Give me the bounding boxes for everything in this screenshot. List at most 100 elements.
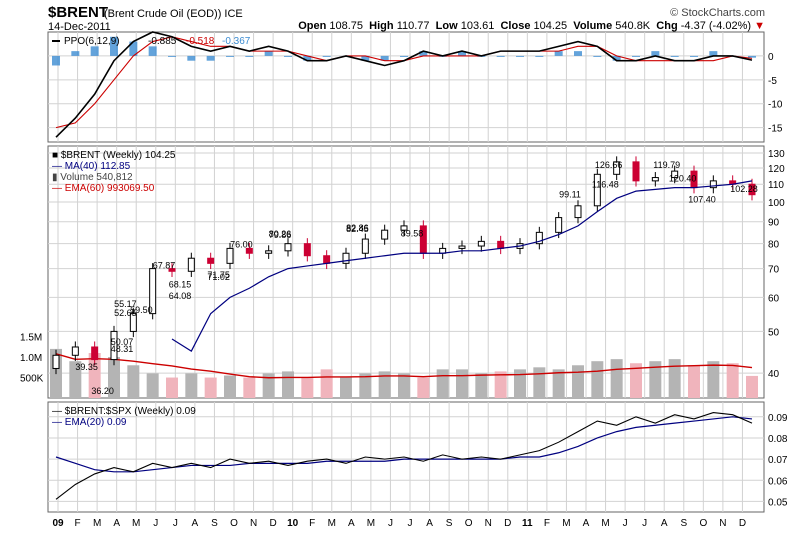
candle-body xyxy=(477,240,485,247)
ratio-tick-label: 0.06 xyxy=(768,476,788,487)
volume-bar xyxy=(417,377,430,398)
ppo-histogram-bar xyxy=(709,51,718,56)
price-tick-label: 100 xyxy=(768,198,785,209)
volume-bar xyxy=(301,377,314,398)
volume-value: 540.8K xyxy=(615,20,651,32)
ppo-histogram-bar xyxy=(593,55,602,57)
month-tick-label: D xyxy=(739,518,746,529)
candle-body xyxy=(149,268,157,315)
volume-tick-label: 500K xyxy=(20,374,44,385)
volume-bar xyxy=(359,373,372,398)
month-tick-label: J xyxy=(388,518,393,529)
candle-body xyxy=(574,205,582,219)
candle-body xyxy=(187,257,195,272)
volume-bar xyxy=(398,373,410,398)
price-tick-label: 120 xyxy=(768,164,785,175)
volume-bar xyxy=(533,367,546,398)
open-label: Open xyxy=(298,20,327,32)
price-annotation-label: 80.26 xyxy=(269,229,292,239)
ma40-legend: — MA(40) 112.85 xyxy=(52,161,131,172)
volume-bar xyxy=(436,369,449,398)
month-tick-label: A xyxy=(661,518,668,529)
month-tick-label: J xyxy=(642,518,647,529)
ppo-histogram-bar xyxy=(226,55,234,57)
candle-body xyxy=(323,255,331,264)
price-tick-label: 50 xyxy=(768,327,780,338)
candle-body xyxy=(458,245,466,249)
ppo-hist-legend-value: -0.367 xyxy=(222,36,251,47)
price-annotation-label: 64.08 xyxy=(169,291,192,301)
candle-body xyxy=(71,346,79,356)
volume-bar xyxy=(688,365,700,398)
candle-body xyxy=(168,268,176,272)
month-tick-label: D xyxy=(269,518,276,529)
ppo-histogram-bar xyxy=(748,55,756,58)
price-annotation-label: 52.65 xyxy=(114,308,137,318)
price-annotation-label: 68.15 xyxy=(169,280,192,290)
ppo-histogram-bar xyxy=(651,51,660,56)
ratio-tick-label: 0.08 xyxy=(768,434,788,445)
ppo-histogram-bar xyxy=(303,55,312,61)
month-tick-label: J xyxy=(408,518,413,529)
candle-body xyxy=(265,250,273,254)
close-value: 104.25 xyxy=(533,20,568,32)
ticker-symbol: $BRENT xyxy=(48,4,109,21)
candle-body xyxy=(303,243,311,257)
ratio-ema-line xyxy=(55,416,753,473)
candle-body xyxy=(593,173,601,207)
ma40-line xyxy=(171,180,753,352)
ppo-histogram-bar xyxy=(574,51,582,56)
candle-body xyxy=(342,252,350,264)
low-label: Low xyxy=(435,20,458,32)
ratio-ema-legend: — EMA(20) 0.09 xyxy=(52,417,127,428)
price-annotation-label: 67.87 xyxy=(153,260,176,270)
ratio-tick-label: 0.09 xyxy=(768,413,788,424)
volume-bar xyxy=(320,369,333,398)
chg-label: Chg xyxy=(656,20,678,32)
volume-bar xyxy=(108,357,120,398)
high-label: High xyxy=(369,20,394,32)
volume-bar xyxy=(630,363,642,398)
volume-bar xyxy=(668,359,681,398)
month-tick-label: M xyxy=(601,518,609,529)
month-tick-label: J xyxy=(173,518,178,529)
ppo-histogram-bar xyxy=(690,55,698,57)
month-tick-label: A xyxy=(113,518,120,529)
ppo-histogram-bar xyxy=(284,55,292,57)
price-annotation-label: 89.58 xyxy=(401,229,424,239)
price-annotation-label: 82.86 xyxy=(346,223,369,233)
chg-value: -4.37 (-4.02%) xyxy=(680,20,752,32)
ppo-histogram-bar xyxy=(110,36,118,56)
ppo-histogram-bar xyxy=(632,55,640,57)
close-label: Close xyxy=(500,20,531,32)
ppo-histogram-bar xyxy=(245,55,254,57)
price-annotation-label: 71.75 xyxy=(207,270,230,280)
volume-bar xyxy=(262,373,275,398)
month-tick-label: S xyxy=(211,518,218,529)
month-tick-label: J xyxy=(153,518,158,529)
price-annotation-label: 39.35 xyxy=(75,362,98,372)
ppo-histogram-bar xyxy=(71,51,80,56)
month-tick-label: N xyxy=(250,518,257,529)
month-tick-label: M xyxy=(367,518,375,529)
month-tick-label: A xyxy=(583,518,590,529)
price-annotation-label: 76.00 xyxy=(230,239,253,249)
month-tick-label: M xyxy=(328,518,336,529)
volume-bar xyxy=(726,363,739,398)
ratio-line xyxy=(55,412,753,500)
ppo-histogram-bar xyxy=(458,51,466,56)
month-tick-label: F xyxy=(309,518,315,529)
price-annotation-label: 48.31 xyxy=(111,344,134,354)
price-annotation-label: 102.28 xyxy=(730,184,758,194)
volume-bar xyxy=(746,375,758,398)
ppo-tick-label: -10 xyxy=(768,100,783,111)
candle-body xyxy=(245,247,253,254)
price-annotation-label: 59.50 xyxy=(130,305,153,315)
volume-bar xyxy=(185,373,198,398)
ppo-tick-label: -5 xyxy=(768,76,777,87)
candle-body xyxy=(129,313,137,332)
candle-body xyxy=(651,177,659,182)
volume-bar xyxy=(707,361,720,398)
ppo-tick-label: -15 xyxy=(768,124,783,135)
